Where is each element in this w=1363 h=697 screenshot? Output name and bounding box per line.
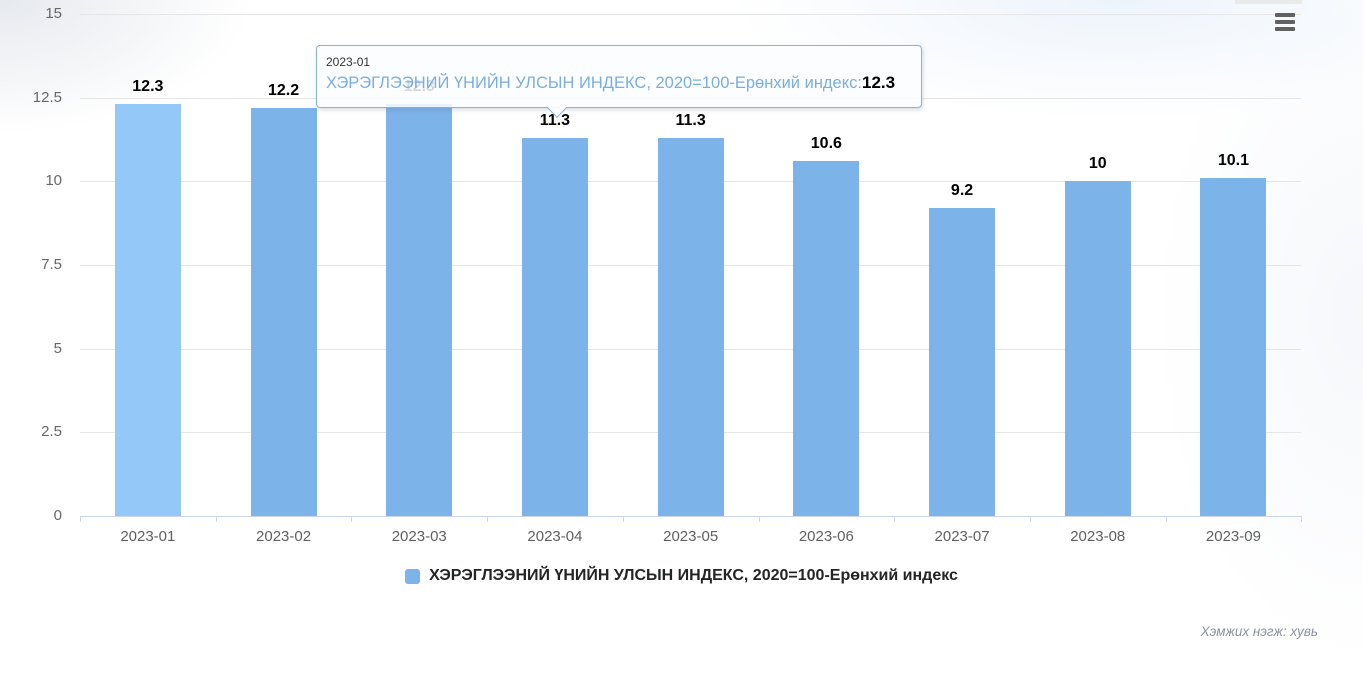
bar-2023-03[interactable] — [386, 104, 453, 516]
bar-2023-01[interactable] — [114, 104, 181, 516]
hamburger-icon — [1275, 13, 1295, 17]
hamburger-icon — [1275, 27, 1295, 31]
x-axis-label-2023-01: 2023-01 — [120, 528, 176, 545]
x-axis-tick — [1301, 516, 1303, 522]
x-axis-tick — [758, 516, 760, 522]
x-axis-tick — [894, 516, 896, 522]
x-axis-tick — [215, 516, 217, 522]
x-axis-line — [80, 516, 1302, 517]
top-edge-strip — [1235, 0, 1302, 4]
bar-2023-07[interactable] — [929, 208, 996, 516]
tooltip-line: ХЭРЭГЛЭЭНИЙ ҮНИЙН УЛСЫН ИНДЕКС, 2020=100… — [326, 73, 911, 93]
x-axis-tick — [80, 516, 81, 522]
x-axis-label-2023-03: 2023-03 — [391, 528, 447, 545]
hamburger-icon — [1275, 20, 1295, 24]
y-axis-label-5: 5 — [53, 339, 62, 357]
y-axis-label-7.5: 7.5 — [41, 256, 62, 273]
gridline-15 — [80, 14, 1302, 15]
x-axis-label-2023-08: 2023-08 — [1070, 528, 1126, 545]
y-axis-label-10: 10 — [45, 172, 62, 190]
x-axis-label-2023-05: 2023-05 — [663, 528, 719, 545]
tooltip-title: 2023-01 — [326, 55, 371, 69]
bar-value-label-2023-08: 10 — [1088, 155, 1107, 173]
x-axis-label-2023-04: 2023-04 — [527, 528, 583, 545]
legend-swatch — [405, 568, 421, 584]
legend-item[interactable]: ХЭРЭГЛЭЭНИЙ ҮНИЙН УЛСЫН ИНДЕКС, 2020=100… — [0, 567, 1363, 585]
tooltip: 2023-01 ХЭРЭГЛЭЭНИЙ ҮНИЙН УЛСЫН ИНДЕКС, … — [316, 45, 922, 118]
unit-note: Хэмжих нэгж: хувь — [1200, 624, 1318, 639]
x-axis-tick — [487, 516, 489, 522]
chart-context-menu-button[interactable] — [1275, 10, 1299, 34]
bar-2023-05[interactable] — [657, 137, 724, 516]
x-axis-label-2023-07: 2023-07 — [934, 528, 990, 545]
tooltip-value: 12.3 — [861, 73, 896, 92]
bar-2023-06[interactable] — [793, 161, 860, 516]
x-axis-tick — [622, 516, 624, 522]
x-axis-label-2023-06: 2023-06 — [798, 528, 854, 545]
bar-value-label-2023-07: 9.2 — [950, 182, 974, 200]
bar-2023-08[interactable] — [1064, 181, 1131, 516]
y-axis-label-0: 0 — [53, 507, 62, 524]
bar-2023-04[interactable] — [521, 137, 588, 516]
bar-2023-09[interactable] — [1200, 177, 1267, 516]
bar-value-label-2023-04: 11.3 — [539, 111, 571, 129]
bar-value-label-2023-01: 12.3 — [132, 78, 164, 96]
bar-2023-02[interactable] — [250, 107, 317, 516]
x-axis-label-2023-02: 2023-02 — [256, 528, 312, 545]
x-axis-tick — [1029, 516, 1031, 522]
legend-label: ХЭРЭГЛЭЭНИЙ ҮНИЙН УЛСЫН ИНДЕКС, 2020=100… — [429, 567, 958, 584]
x-axis-tick — [1165, 516, 1167, 522]
tooltip-series-label: ХЭРЭГЛЭЭНИЙ ҮНИЙН УЛСЫН ИНДЕКС, 2020=100… — [326, 74, 862, 92]
bar-value-label-2023-06: 10.6 — [810, 135, 842, 153]
x-axis-label-2023-09: 2023-09 — [1205, 528, 1261, 545]
bar-value-label-2023-05: 11.3 — [675, 111, 706, 129]
bar-value-label-2023-02: 12.2 — [267, 81, 300, 99]
y-axis-label-12.5: 12.5 — [32, 88, 62, 106]
y-axis-label-15: 15 — [45, 5, 62, 22]
x-axis-tick — [351, 516, 353, 522]
y-axis-label-2.5: 2.5 — [41, 423, 62, 441]
bar-value-label-2023-09: 10.1 — [1217, 151, 1249, 169]
